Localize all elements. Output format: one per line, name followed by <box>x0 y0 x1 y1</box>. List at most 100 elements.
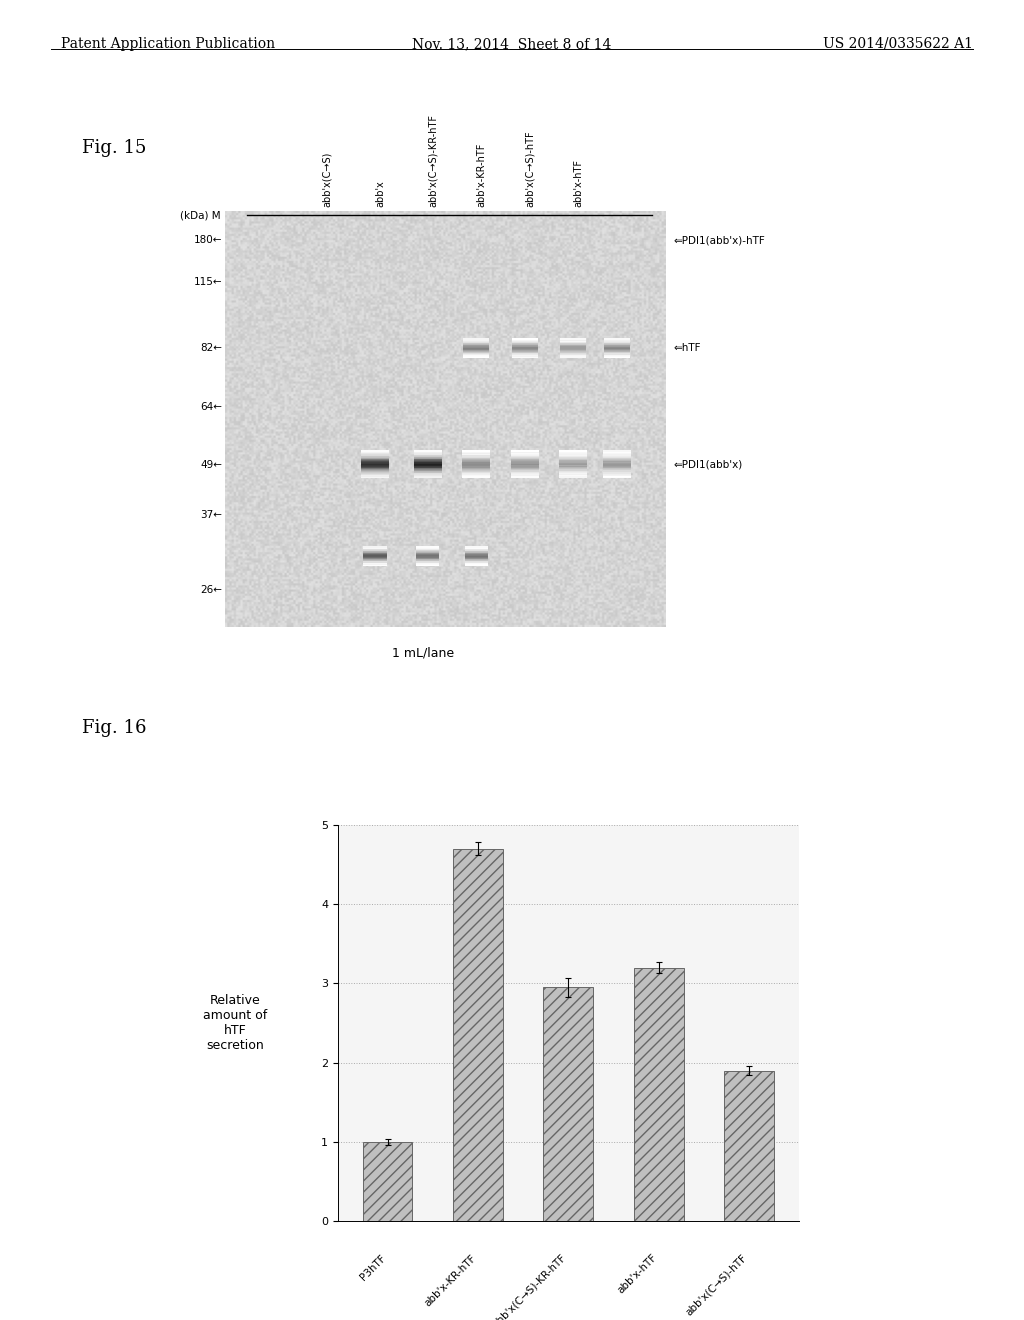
Bar <box>559 459 587 461</box>
Bar <box>463 475 490 477</box>
Bar <box>364 546 386 548</box>
Text: Fig. 16: Fig. 16 <box>82 719 146 738</box>
Bar <box>511 457 539 458</box>
Bar <box>512 345 538 346</box>
Bar <box>604 352 630 354</box>
Bar <box>465 564 487 566</box>
Bar <box>512 346 538 347</box>
Bar <box>414 475 441 477</box>
Bar <box>361 473 389 474</box>
Bar <box>463 467 490 470</box>
Bar <box>604 341 630 342</box>
Bar <box>414 459 441 461</box>
Bar <box>465 557 487 558</box>
Bar <box>364 556 386 557</box>
Bar <box>364 546 386 548</box>
Text: abb'x(C→S)-hTF: abb'x(C→S)-hTF <box>524 131 535 207</box>
Bar <box>465 554 487 556</box>
Bar <box>364 554 386 556</box>
Bar <box>361 453 389 455</box>
Bar <box>463 455 490 458</box>
Bar <box>463 354 489 355</box>
Bar <box>604 355 630 356</box>
Bar <box>463 475 490 478</box>
Text: ⇐PDI1(abb'x): ⇐PDI1(abb'x) <box>674 459 743 470</box>
Bar <box>417 562 439 564</box>
Bar <box>604 345 630 346</box>
Bar <box>364 557 386 558</box>
Bar <box>463 342 489 343</box>
Bar <box>417 549 439 550</box>
Bar <box>512 356 538 358</box>
Bar <box>559 461 587 463</box>
Bar <box>604 339 630 341</box>
Bar <box>417 550 439 552</box>
Bar <box>465 562 487 564</box>
Bar <box>512 350 538 351</box>
Bar <box>603 463 631 465</box>
Bar <box>559 461 587 462</box>
Bar <box>512 343 538 345</box>
Bar <box>559 475 587 477</box>
Bar <box>603 454 631 455</box>
Bar <box>559 451 587 453</box>
Bar <box>364 564 386 565</box>
Bar <box>560 342 586 343</box>
Bar <box>417 550 439 552</box>
Bar <box>417 561 439 562</box>
Bar <box>604 355 630 358</box>
Bar <box>364 562 386 564</box>
Bar <box>463 473 490 475</box>
Bar <box>511 467 539 469</box>
Bar <box>559 470 587 473</box>
Bar <box>512 351 538 352</box>
Bar <box>511 470 539 473</box>
Bar <box>361 461 389 462</box>
Bar <box>512 346 538 347</box>
Bar <box>463 341 489 342</box>
Bar <box>361 467 389 470</box>
Bar <box>364 548 386 549</box>
Bar <box>603 469 631 470</box>
Bar <box>463 346 489 347</box>
Bar <box>559 463 587 465</box>
Bar <box>414 466 441 467</box>
Bar <box>417 553 439 556</box>
Bar <box>361 467 389 469</box>
Text: P3hTF: P3hTF <box>358 1253 388 1282</box>
Text: 82←: 82← <box>201 343 222 354</box>
Bar <box>417 556 439 557</box>
Bar <box>364 550 386 552</box>
Bar <box>414 451 441 453</box>
Bar <box>465 550 487 552</box>
Bar <box>511 474 539 475</box>
Bar <box>604 347 630 348</box>
Bar <box>559 477 587 478</box>
Bar <box>604 346 630 347</box>
Bar <box>417 561 439 562</box>
Bar <box>414 467 441 469</box>
Bar <box>463 351 489 352</box>
Bar <box>417 548 439 549</box>
Bar <box>414 453 441 455</box>
Bar <box>463 457 490 458</box>
Bar <box>559 458 587 459</box>
Bar <box>511 473 539 474</box>
Bar <box>414 467 441 470</box>
Bar <box>560 355 586 358</box>
Bar <box>414 465 441 467</box>
Bar <box>463 354 489 355</box>
Bar <box>603 474 631 475</box>
Bar <box>364 557 386 558</box>
Bar <box>414 450 441 453</box>
Bar <box>560 343 586 345</box>
Bar <box>361 454 389 455</box>
Bar <box>560 351 586 352</box>
Bar <box>453 849 503 1221</box>
Bar <box>364 560 386 561</box>
Bar <box>560 343 586 346</box>
Bar <box>604 345 630 347</box>
Bar <box>463 339 489 341</box>
Bar <box>511 453 539 454</box>
Bar <box>361 463 389 465</box>
